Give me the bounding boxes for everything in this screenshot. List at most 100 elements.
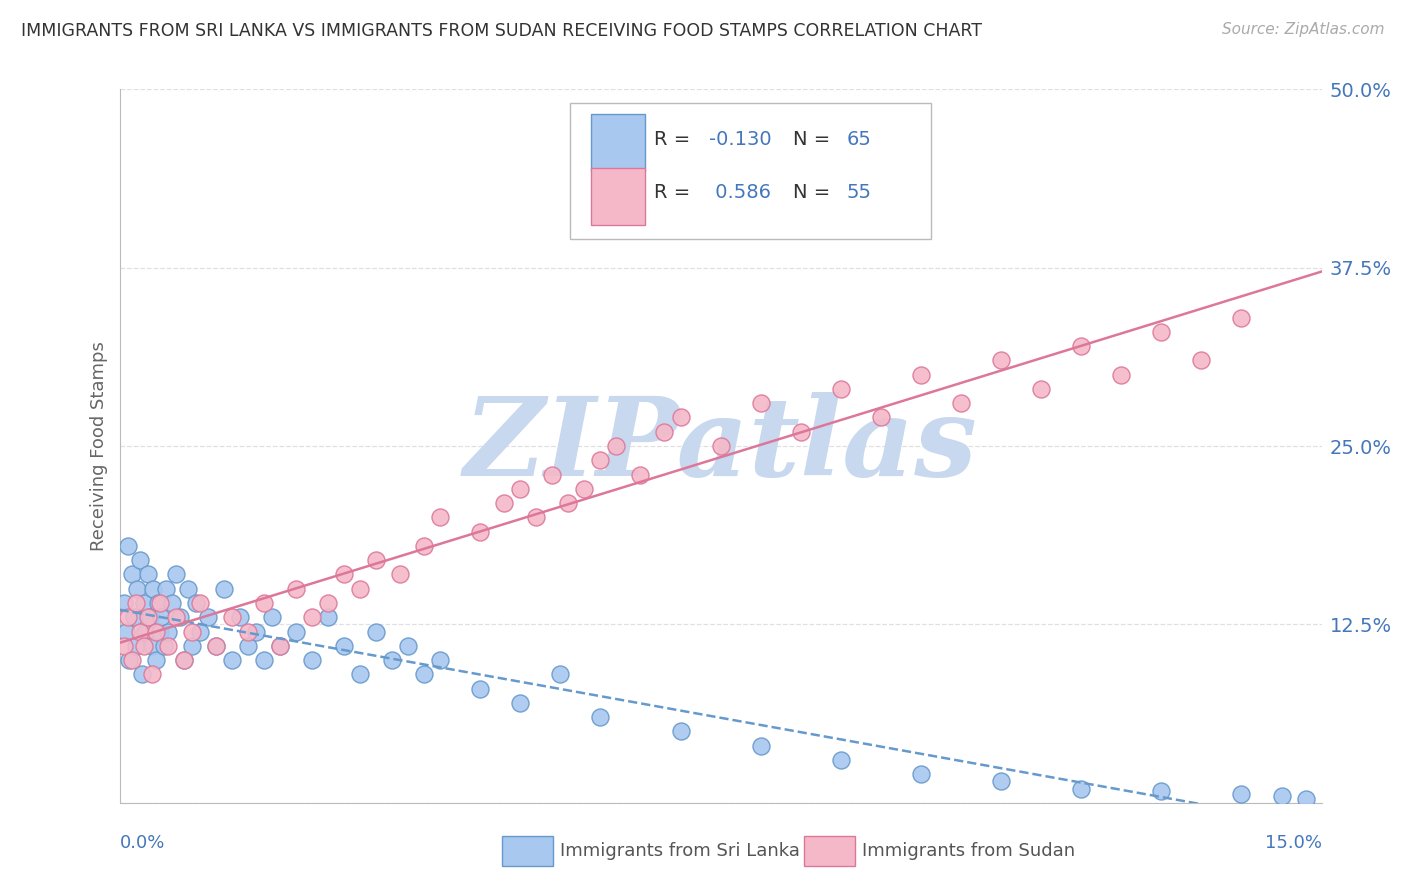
Point (669, 410, 692, 425)
Point (127, 582, 149, 596)
Point (709, 439, 731, 453)
Point (990, 353, 1012, 368)
Point (236, 639, 259, 653)
Text: R =: R = (654, 183, 697, 202)
Point (204, 639, 226, 653)
Point (284, 624, 307, 639)
Point (184, 596, 207, 610)
Point (524, 510, 547, 524)
Point (749, 739, 772, 753)
Point (589, 710, 612, 724)
Point (605, 439, 627, 453)
Point (830, 382, 852, 396)
Point (118, 653, 141, 667)
Point (121, 567, 143, 582)
Point (1070, 339, 1092, 353)
Point (169, 610, 191, 624)
Point (253, 653, 276, 667)
Point (139, 610, 162, 624)
Text: IMMIGRANTS FROM SRI LANKA VS IMMIGRANTS FROM SUDAN RECEIVING FOOD STAMPS CORRELA: IMMIGRANTS FROM SRI LANKA VS IMMIGRANTS … (21, 22, 981, 40)
Point (429, 653, 451, 667)
Text: N =: N = (793, 129, 837, 149)
Point (574, 482, 596, 496)
Point (212, 582, 235, 596)
Point (165, 610, 187, 624)
Point (131, 667, 153, 681)
Point (396, 639, 419, 653)
Point (470, 681, 492, 696)
Point (333, 567, 356, 582)
Point (156, 639, 179, 653)
Point (180, 639, 202, 653)
Point (1230, 310, 1253, 325)
Point (146, 596, 169, 610)
Point (413, 539, 436, 553)
Point (990, 774, 1012, 789)
Point (364, 553, 387, 567)
Point (221, 610, 243, 624)
Point (155, 582, 177, 596)
Point (413, 667, 436, 681)
Point (950, 396, 973, 410)
Point (316, 596, 339, 610)
Point (124, 639, 146, 653)
Point (1029, 382, 1052, 396)
Point (180, 624, 202, 639)
Point (150, 610, 173, 624)
Point (269, 639, 291, 653)
Point (128, 553, 150, 567)
Point (132, 639, 155, 653)
Point (176, 582, 198, 596)
Point (630, 467, 652, 482)
Point (188, 624, 211, 639)
Point (429, 510, 451, 524)
FancyBboxPatch shape (571, 103, 931, 239)
Point (145, 653, 167, 667)
Point (316, 610, 339, 624)
Point (381, 653, 404, 667)
Point (134, 624, 156, 639)
Point (548, 667, 571, 681)
Point (1189, 353, 1212, 368)
Point (145, 624, 167, 639)
Point (122, 610, 145, 624)
Point (245, 624, 267, 639)
Point (221, 653, 243, 667)
FancyBboxPatch shape (591, 114, 645, 171)
Point (470, 524, 492, 539)
Point (1271, 789, 1294, 803)
Point (117, 539, 139, 553)
Text: 0.0%: 0.0% (120, 834, 165, 852)
Text: ZIPatlas: ZIPatlas (464, 392, 977, 500)
Text: Source: ZipAtlas.com: Source: ZipAtlas.com (1222, 22, 1385, 37)
Point (509, 696, 531, 710)
Point (173, 653, 195, 667)
Point (269, 639, 291, 653)
Point (160, 596, 183, 610)
Point (236, 624, 259, 639)
Point (128, 624, 150, 639)
Point (115, 624, 138, 639)
Point (589, 453, 612, 467)
Point (1070, 781, 1092, 796)
Point (1150, 784, 1173, 798)
Point (117, 610, 139, 624)
Point (204, 639, 226, 653)
Text: -0.130: -0.130 (709, 129, 770, 149)
Point (284, 582, 307, 596)
Point (388, 567, 411, 582)
Point (188, 596, 211, 610)
Point (494, 496, 516, 510)
Text: 15.0%: 15.0% (1264, 834, 1322, 852)
Point (142, 582, 165, 596)
Point (541, 467, 564, 482)
Point (557, 496, 579, 510)
Point (349, 582, 371, 596)
Point (910, 368, 932, 382)
Point (253, 596, 276, 610)
Point (654, 425, 676, 439)
Point (197, 610, 219, 624)
Text: 0.586: 0.586 (709, 183, 770, 202)
Point (669, 724, 692, 739)
Point (228, 610, 252, 624)
